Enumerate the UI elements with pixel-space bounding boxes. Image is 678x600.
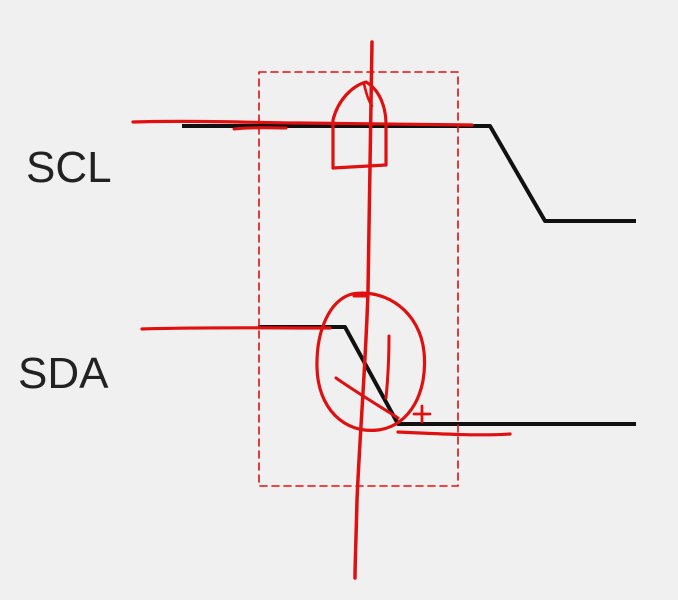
plus-mark [412, 404, 432, 424]
sda-oval-mark [315, 291, 427, 432]
annotations [131, 40, 512, 580]
scl-shield-mark [331, 80, 388, 170]
scl-label: SCL [26, 143, 112, 192]
scl-shield-inner-stroke [362, 82, 374, 108]
sda-overdraw-line [140, 326, 332, 331]
sda-waveform [258, 325, 636, 426]
vertical-marker-line [353, 40, 374, 580]
waveforms [182, 124, 636, 426]
scl-overdraw-line [131, 119, 474, 127]
sda-label: SDA [18, 349, 109, 398]
sda-inner-vertical [384, 334, 391, 400]
sda-overdraw-bottom [396, 430, 512, 437]
scl-waveform [182, 124, 636, 223]
sda-inner-slash [334, 376, 400, 420]
scl-overdraw-line-2 [232, 126, 288, 131]
